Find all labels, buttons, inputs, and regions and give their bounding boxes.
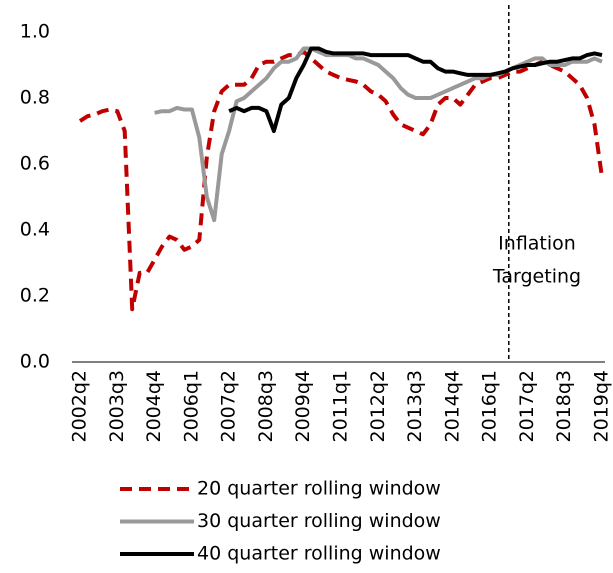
x-tick-label: 2019q4 [591, 370, 613, 443]
y-tick-label: 0.8 [20, 87, 50, 109]
x-tick-label: 2002q2 [69, 370, 91, 443]
x-tick-label: 2011q1 [330, 370, 352, 443]
annotation-text: Targeting [492, 266, 581, 288]
legend-label: 20 quarter rolling window [197, 478, 441, 500]
y-tick-label: 0.2 [20, 285, 50, 307]
x-tick-label: 2018q3 [553, 370, 575, 443]
x-tick-label: 2009q4 [292, 370, 314, 443]
y-tick-label: 1.0 [20, 21, 50, 43]
legend-label: 40 quarter rolling window [197, 543, 441, 565]
y-tick-label: 0.0 [20, 351, 50, 373]
annotation-text: Inflation [498, 233, 576, 255]
x-tick-label: 2006q1 [180, 370, 202, 443]
y-tick-label: 0.6 [20, 153, 50, 175]
x-tick-label: 2014q4 [441, 370, 463, 443]
x-tick-label: 2013q3 [404, 370, 426, 443]
x-tick-label: 2012q2 [367, 370, 389, 443]
series-line [228, 46, 603, 133]
x-tick-label: 2007q2 [218, 370, 240, 443]
x-tick-label: 2003q3 [106, 370, 128, 443]
legend-label: 30 quarter rolling window [197, 510, 441, 532]
y-tick-label: 0.4 [20, 219, 50, 241]
x-tick-label: 2017q2 [516, 370, 538, 443]
x-tick-label: 2008q3 [255, 370, 277, 443]
series-line [154, 46, 603, 223]
x-tick-label: 2016q1 [479, 370, 501, 443]
x-tick-label: 2004q4 [143, 370, 165, 443]
